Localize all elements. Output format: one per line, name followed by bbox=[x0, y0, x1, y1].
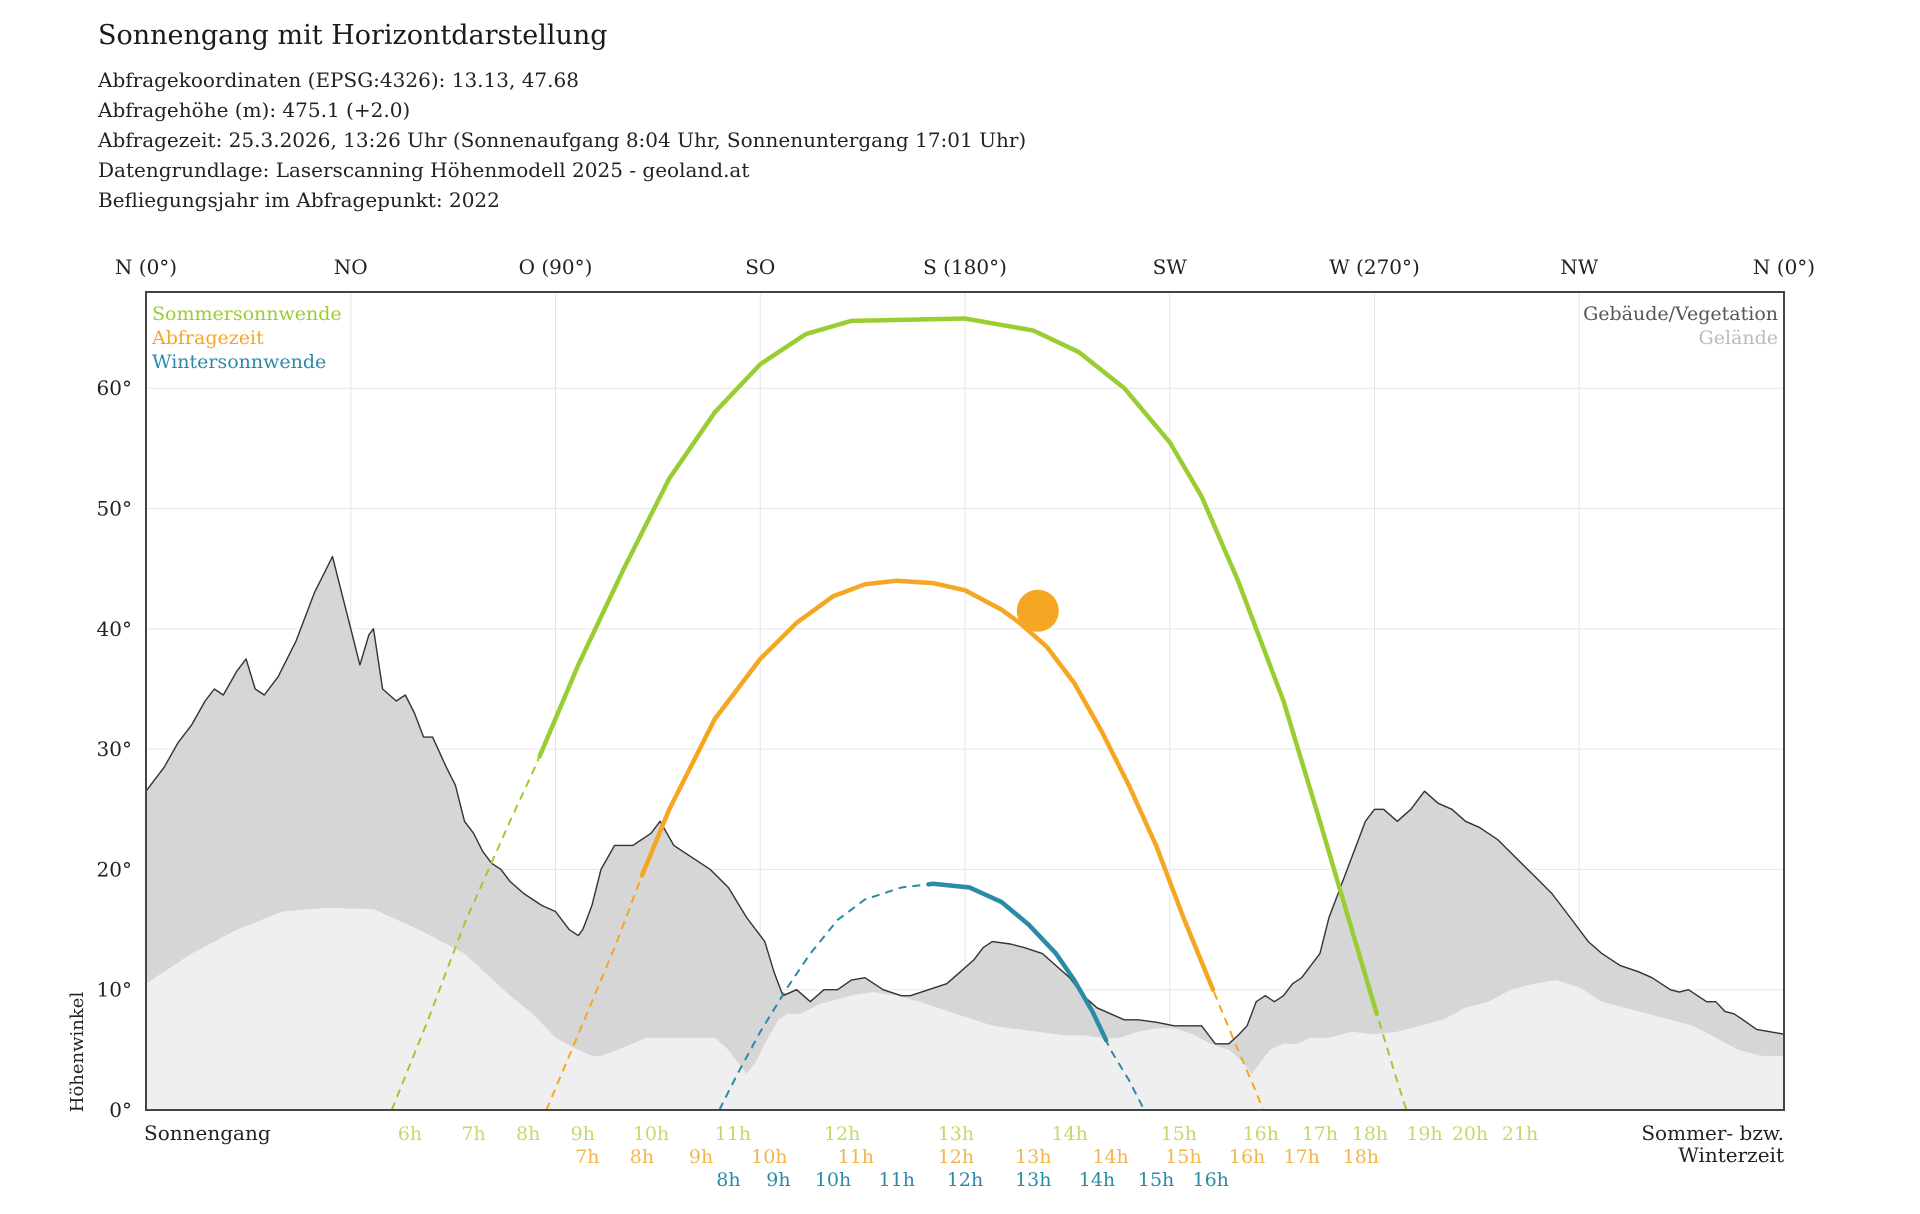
chart-header: Sonnengang mit Horizontdarstellung Abfra… bbox=[98, 20, 1026, 215]
time-label-0-4: 10h bbox=[633, 1123, 669, 1145]
time-label-0-13: 19h bbox=[1406, 1123, 1442, 1145]
time-label-2-1: 9h bbox=[766, 1169, 790, 1191]
y-tick-label-0: 0° bbox=[109, 1098, 132, 1122]
data-source: Datengrundlage: Laserscanning Höhenmodel… bbox=[98, 158, 750, 182]
query-sun-marker bbox=[1016, 589, 1059, 632]
time-label-0-0: 6h bbox=[398, 1123, 422, 1145]
query-time: Abfragezeit: 25.3.2026, 13:26 Uhr (Sonne… bbox=[98, 128, 1027, 152]
time-label-0-11: 17h bbox=[1302, 1123, 1338, 1145]
y-tick-label-40: 40° bbox=[97, 617, 132, 641]
time-label-0-14: 20h bbox=[1452, 1123, 1488, 1145]
x-tick-label-3: SO bbox=[745, 255, 775, 279]
time-label-2-2: 10h bbox=[815, 1169, 851, 1191]
time-label-0-12: 18h bbox=[1352, 1123, 1388, 1145]
legend-right-1: Gelände bbox=[1699, 327, 1778, 349]
time-label-1-8: 15h bbox=[1165, 1146, 1201, 1168]
time-label-1-2: 9h bbox=[689, 1146, 713, 1168]
x-tick-label-2: O (90°) bbox=[519, 255, 593, 279]
terrain-area bbox=[146, 907, 1784, 1110]
time-label-0-9: 15h bbox=[1161, 1123, 1197, 1145]
y-tick-label-10: 10° bbox=[97, 978, 132, 1002]
time-row-label-0: Sonnengang bbox=[144, 1121, 271, 1145]
time-label-0-2: 8h bbox=[516, 1123, 540, 1145]
time-label-1-9: 16h bbox=[1229, 1146, 1265, 1168]
x-tick-label-0: N (0°) bbox=[115, 255, 177, 279]
time-label-1-10: 17h bbox=[1283, 1146, 1319, 1168]
time-label-0-6: 12h bbox=[824, 1123, 860, 1145]
sun-paths bbox=[390, 316, 1408, 1111]
legend-left-0: Sommersonnwende bbox=[152, 303, 342, 325]
time-label-0-3: 9h bbox=[571, 1123, 595, 1145]
time-label-1-6: 13h bbox=[1015, 1146, 1051, 1168]
y-tick-label-60: 60° bbox=[97, 376, 132, 400]
buildings-area bbox=[146, 556, 1784, 1110]
time-label-0-1: 7h bbox=[461, 1123, 485, 1145]
time-label-1-5: 12h bbox=[938, 1146, 974, 1168]
time-label-2-7: 15h bbox=[1138, 1169, 1174, 1191]
horizon-layers bbox=[145, 555, 1785, 1110]
time-label-2-5: 13h bbox=[1015, 1169, 1051, 1191]
time-label-0-5: 11h bbox=[715, 1123, 751, 1145]
time-label-0-15: 21h bbox=[1502, 1123, 1538, 1145]
time-label-1-0: 7h bbox=[575, 1146, 599, 1168]
query-coordinates: Abfragekoordinaten (EPSG:4326): 13.13, 4… bbox=[98, 68, 579, 92]
chart-title: Sonnengang mit Horizontdarstellung bbox=[98, 20, 608, 51]
time-label-2-3: 11h bbox=[879, 1169, 915, 1191]
plot-border bbox=[145, 291, 1785, 1111]
legend-left-1: Abfragezeit bbox=[151, 327, 264, 349]
y-axis-title: Höhenwinkel bbox=[67, 992, 88, 1113]
x-tick-label-6: W (270°) bbox=[1329, 255, 1420, 279]
time-label-0-8: 14h bbox=[1051, 1123, 1087, 1145]
time-label-1-4: 11h bbox=[838, 1146, 874, 1168]
legend-left-2: Wintersonnwende bbox=[152, 351, 326, 373]
y-tick-label-20: 20° bbox=[97, 857, 132, 881]
x-tick-label-5: SW bbox=[1153, 255, 1188, 279]
time-label-0-10: 16h bbox=[1243, 1123, 1279, 1145]
time-label-2-8: 16h bbox=[1192, 1169, 1228, 1191]
winter-solstice-path-visible bbox=[926, 881, 1109, 1043]
query-height: Abfragehöhe (m): 475.1 (+2.0) bbox=[98, 98, 411, 122]
axis-labels: N (0°) NO O (90°) SO S (180°) SW W (270°) NW N (… bbox=[67, 255, 1815, 1122]
x-tick-label-8: N (0°) bbox=[1753, 255, 1815, 279]
time-label-2-0: 8h bbox=[716, 1169, 740, 1191]
legend-right-0: Gebäude/Vegetation bbox=[1583, 303, 1778, 325]
x-tick-label-4: S (180°) bbox=[923, 255, 1007, 279]
buildings-outline bbox=[145, 555, 1785, 1045]
time-zone-note-1: Winterzeit bbox=[1678, 1143, 1784, 1167]
summer-solstice-path-visible bbox=[537, 316, 1380, 1017]
plot-frame bbox=[145, 291, 1785, 1111]
time-zone-note-0: Sommer- bzw. bbox=[1641, 1121, 1784, 1145]
time-label-0-7: 13h bbox=[938, 1123, 974, 1145]
x-tick-label-1: NO bbox=[334, 255, 368, 279]
time-label-2-4: 12h bbox=[947, 1169, 983, 1191]
time-label-1-7: 14h bbox=[1092, 1146, 1128, 1168]
y-tick-label-30: 30° bbox=[97, 737, 132, 761]
query-day-path-visible bbox=[639, 578, 1216, 992]
time-label-2-6: 14h bbox=[1079, 1169, 1115, 1191]
legend: SommersonnwendeAbfragezeitWintersonnwend… bbox=[151, 303, 1778, 373]
x-tick-label-7: NW bbox=[1560, 255, 1599, 279]
y-tick-label-50: 50° bbox=[97, 497, 132, 521]
time-label-1-1: 8h bbox=[630, 1146, 654, 1168]
flight-year: Befliegungsjahr im Abfragepunkt: 2022 bbox=[98, 188, 500, 212]
time-label-1-11: 18h bbox=[1343, 1146, 1379, 1168]
time-labels: Sonnengang 6h 7h 8h 9h 10h 11h 12h 13h 14h 15h 16h 1… bbox=[144, 1121, 1784, 1191]
time-label-1-3: 10h bbox=[751, 1146, 787, 1168]
